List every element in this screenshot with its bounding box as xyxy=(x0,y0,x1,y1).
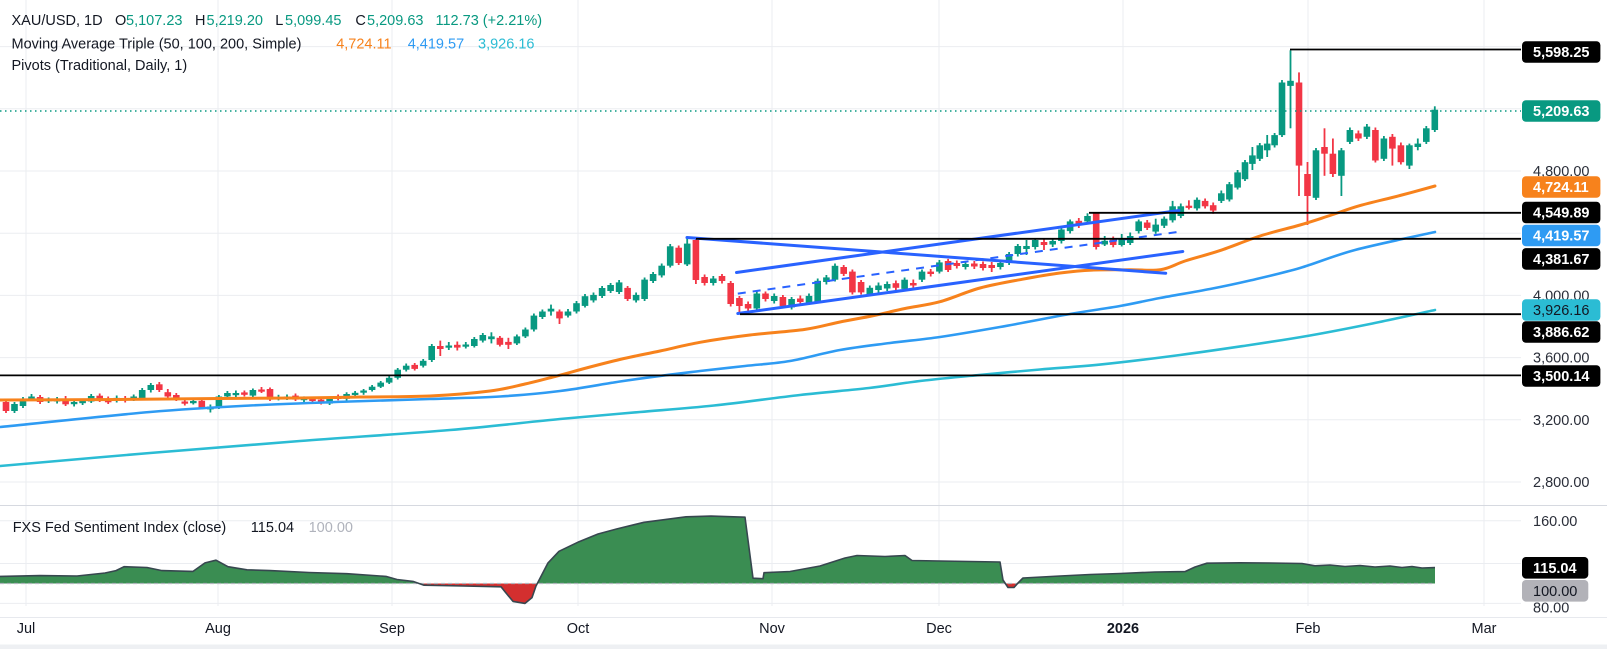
svg-text:3,200.00: 3,200.00 xyxy=(1533,413,1589,429)
svg-text:4,800.00: 4,800.00 xyxy=(1533,164,1589,180)
svg-text:5,219.20: 5,219.20 xyxy=(207,13,263,29)
svg-text:4,419.57: 4,419.57 xyxy=(1533,229,1589,245)
svg-text:112.73 (+2.21%): 112.73 (+2.21%) xyxy=(436,13,543,29)
svg-text:3,926.16: 3,926.16 xyxy=(478,37,534,53)
svg-text:Nov: Nov xyxy=(759,621,786,637)
svg-text:3,600.00: 3,600.00 xyxy=(1533,351,1589,367)
svg-text:115.04: 115.04 xyxy=(1533,561,1577,577)
svg-text:L: L xyxy=(275,13,283,29)
svg-text:5,099.45: 5,099.45 xyxy=(285,13,341,29)
svg-text:3,500.14: 3,500.14 xyxy=(1533,369,1589,385)
svg-text:2026: 2026 xyxy=(1107,621,1139,637)
svg-text:4,381.67: 4,381.67 xyxy=(1533,252,1589,268)
svg-text:100.00: 100.00 xyxy=(309,520,353,536)
svg-text:Jul: Jul xyxy=(17,621,36,637)
svg-text:Oct: Oct xyxy=(567,621,590,637)
svg-text:5,209.63: 5,209.63 xyxy=(1533,104,1589,120)
svg-text:4,724.11: 4,724.11 xyxy=(336,37,391,53)
svg-text:Mar: Mar xyxy=(1472,621,1497,637)
svg-text:3,926.16: 3,926.16 xyxy=(1533,303,1589,319)
svg-text:O: O xyxy=(115,13,126,29)
svg-text:4,724.11: 4,724.11 xyxy=(1533,180,1589,196)
svg-text:115.04: 115.04 xyxy=(251,520,294,536)
svg-text:160.00: 160.00 xyxy=(1533,514,1577,530)
svg-text:5,598.25: 5,598.25 xyxy=(1533,45,1589,61)
svg-text:3,886.62: 3,886.62 xyxy=(1533,325,1589,341)
svg-text:XAU/USD, 1D: XAU/USD, 1D xyxy=(12,13,103,29)
svg-text:5,107.23: 5,107.23 xyxy=(126,13,182,29)
svg-text:Aug: Aug xyxy=(205,621,231,637)
svg-text:80.00: 80.00 xyxy=(1533,601,1569,617)
svg-text:FXS Fed Sentiment Index (close: FXS Fed Sentiment Index (close) xyxy=(13,520,227,536)
svg-text:2,800.00: 2,800.00 xyxy=(1533,475,1589,491)
svg-text:Feb: Feb xyxy=(1296,621,1321,637)
svg-text:Moving Average Triple (50, 100: Moving Average Triple (50, 100, 200, Sim… xyxy=(12,37,302,53)
svg-text:100.00: 100.00 xyxy=(1533,584,1577,600)
svg-text:H: H xyxy=(195,13,205,29)
svg-text:4,549.89: 4,549.89 xyxy=(1533,206,1589,222)
svg-text:5,209.63: 5,209.63 xyxy=(367,13,423,29)
svg-text:Pivots (Traditional, Daily, 1): Pivots (Traditional, Daily, 1) xyxy=(12,58,188,74)
svg-text:4,419.57: 4,419.57 xyxy=(408,37,464,53)
svg-text:Sep: Sep xyxy=(379,621,405,637)
svg-text:Dec: Dec xyxy=(926,621,952,637)
svg-text:C: C xyxy=(355,13,365,29)
